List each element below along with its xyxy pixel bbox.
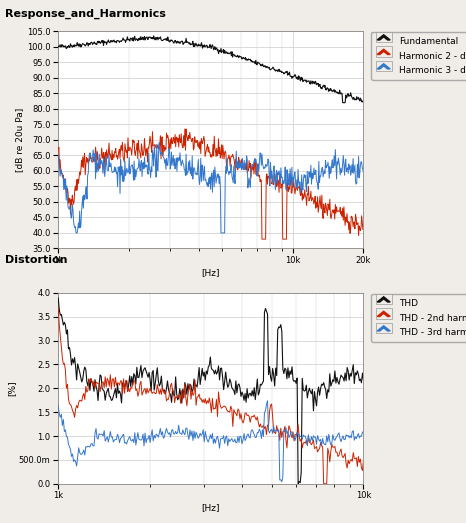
Legend: THD, THD - 2nd harmonic, THD - 3rd harmonic: THD, THD - 2nd harmonic, THD - 3rd harmo… [371,293,466,342]
Y-axis label: [%]: [%] [7,381,16,396]
Text: Response_and_Harmonics: Response_and_Harmonics [5,9,165,19]
X-axis label: [Hz]: [Hz] [202,503,220,512]
Text: Distortion: Distortion [5,255,67,265]
Legend: Fundamental, Harmonic 2 - dBSPL, Harmonic 3 - dBSPL: Fundamental, Harmonic 2 - dBSPL, Harmoni… [371,31,466,80]
Y-axis label: [dB re 20u Pa]: [dB re 20u Pa] [15,108,24,172]
X-axis label: [Hz]: [Hz] [202,268,220,277]
